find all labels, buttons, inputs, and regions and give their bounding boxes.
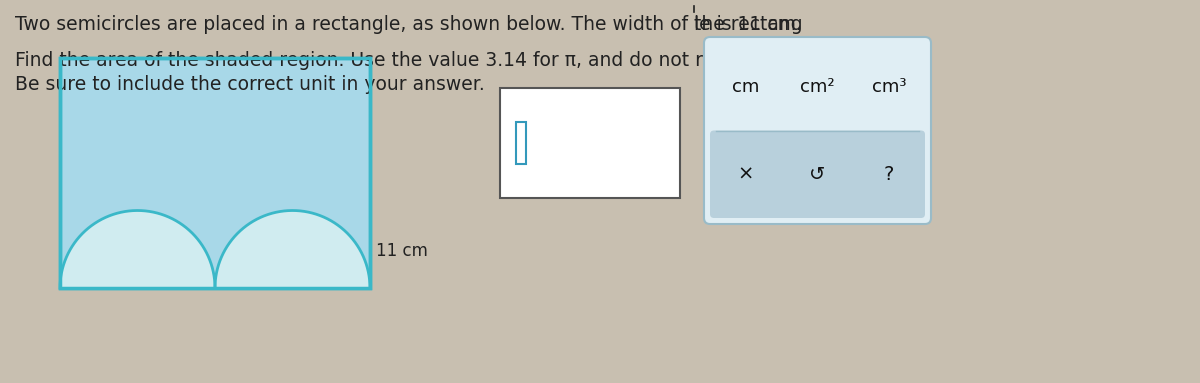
Text: Find the area of the shaded region. Use the value 3.14 for π, and do not round y: Find the area of the shaded region. Use …: [14, 51, 876, 70]
Text: cm²: cm²: [800, 78, 835, 96]
Text: 11 cm: 11 cm: [376, 242, 428, 260]
Text: ?: ?: [884, 165, 894, 184]
Text: Two semicircles are placed in a rectangle, as shown below. The width of the rect: Two semicircles are placed in a rectangl…: [14, 15, 803, 34]
Text: cm: cm: [732, 78, 760, 96]
Text: cm³: cm³: [872, 78, 906, 96]
Bar: [60, 58, 370, 288]
Text: ↺: ↺: [809, 165, 826, 184]
Polygon shape: [215, 211, 370, 288]
Polygon shape: [60, 211, 215, 288]
Bar: [60, 58, 370, 288]
Bar: [500, 88, 680, 198]
FancyBboxPatch shape: [704, 37, 931, 224]
Bar: [516, 122, 526, 164]
Text: ×: ×: [738, 165, 754, 184]
Text: Be sure to include the correct unit in your answer.: Be sure to include the correct unit in y…: [14, 75, 485, 94]
Text: le is 11 cm.: le is 11 cm.: [694, 15, 802, 34]
FancyBboxPatch shape: [710, 131, 925, 218]
